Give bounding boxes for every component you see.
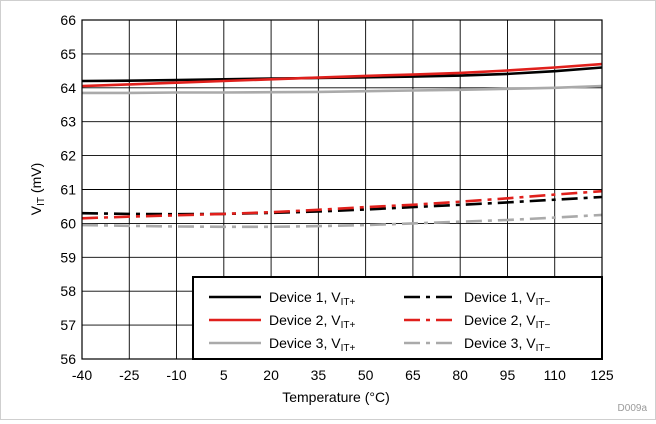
x-tick-label: 80 <box>452 367 468 383</box>
x-tick-label: -10 <box>166 367 186 383</box>
series-group <box>82 62 602 229</box>
series-line <box>82 189 602 220</box>
legend-label: Device 3, VIT− <box>464 335 550 354</box>
y-tick-label: 62 <box>60 148 76 164</box>
x-tick-label: 95 <box>500 367 516 383</box>
x-tick-label: 110 <box>544 367 567 383</box>
x-tick-label: 35 <box>311 367 327 383</box>
y-tick-label: 61 <box>60 182 76 198</box>
series-line <box>82 195 602 216</box>
x-tick-label: 20 <box>263 367 279 383</box>
y-axis-label-sub: IT <box>36 197 47 206</box>
x-tick-label: -40 <box>72 367 92 383</box>
y-axis-label: VIT (mV) <box>28 163 47 215</box>
y-tick-label: 60 <box>60 215 76 231</box>
legend-label: Device 2, VIT− <box>464 312 550 331</box>
legend-box <box>192 276 603 360</box>
y-tick-label: 59 <box>60 249 76 265</box>
legend-label: Device 1, VIT− <box>464 289 550 308</box>
y-tick-label: 63 <box>60 114 76 130</box>
x-tick-label: 125 <box>590 367 614 383</box>
series-line <box>82 62 602 88</box>
figure-id-label: D009a <box>618 403 648 414</box>
y-tick-label: 66 <box>60 12 76 28</box>
y-tick-label: 57 <box>60 317 76 333</box>
legend-label: Device 2, VIT+ <box>269 312 355 331</box>
x-tick-label: 50 <box>358 367 374 383</box>
x-tick-label: -25 <box>119 367 139 383</box>
series-lines <box>82 62 602 229</box>
legend-label: Device 1, VIT+ <box>269 289 355 308</box>
x-tick-label: 5 <box>220 367 228 383</box>
y-tick-labels: 56 57 58 59 60 61 62 63 64 65 66 <box>60 12 76 367</box>
y-tick-label: 64 <box>60 80 76 96</box>
y-axis-label-main: V <box>28 205 44 215</box>
series-line <box>82 84 602 95</box>
legend: Device 1, VIT+ Device 1, VIT− Device 2, VI… <box>192 276 603 360</box>
y-tick-label: 65 <box>60 46 76 62</box>
legend-label: Device 3, VIT+ <box>269 335 355 354</box>
series-line <box>82 213 602 229</box>
x-axis-label: Temperature (°C) <box>282 389 390 405</box>
x-tick-label: 65 <box>405 367 421 383</box>
y-tick-label: 56 <box>60 351 76 367</box>
y-axis-label-unit: (mV) <box>28 163 44 197</box>
y-tick-label: 58 <box>60 283 76 299</box>
x-tick-labels: -40 -25 -10 5 20 35 50 65 80 95 110 125 <box>72 367 614 383</box>
